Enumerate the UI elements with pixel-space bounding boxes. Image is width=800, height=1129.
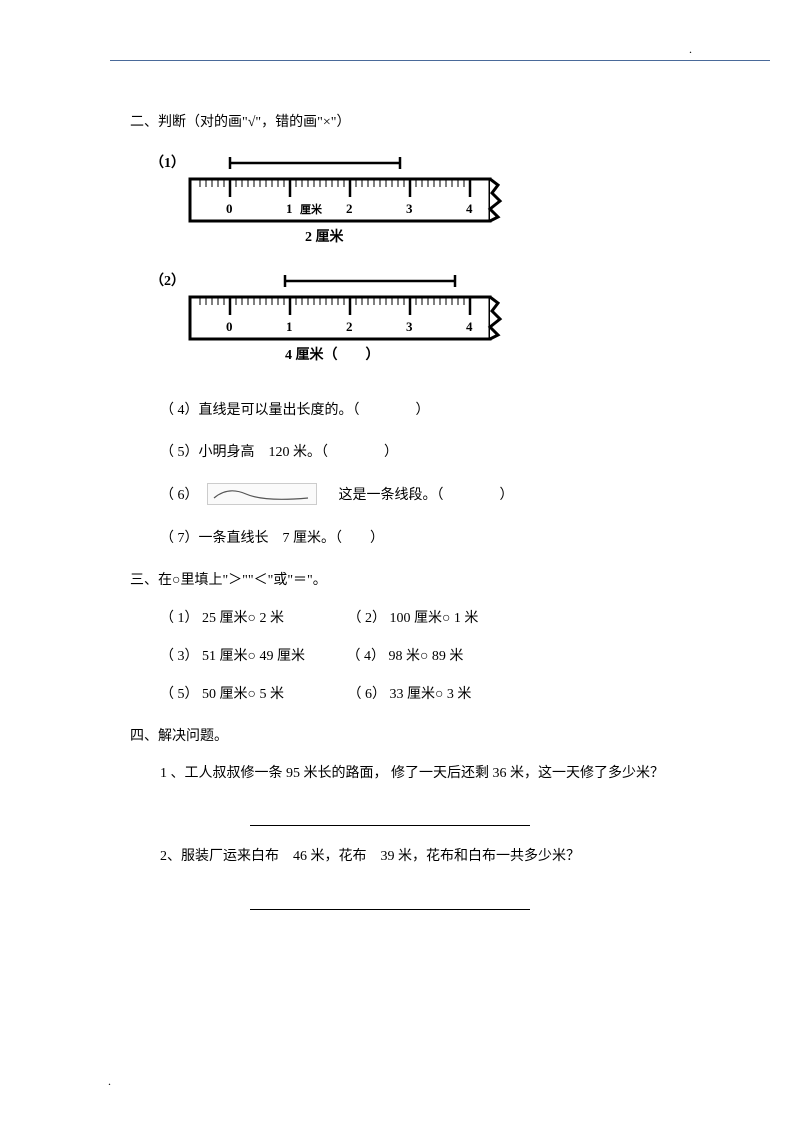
ruler-1-svg: （1）: [140, 149, 510, 259]
corner-dot-tr: .: [689, 42, 692, 57]
svg-text:1: 1: [286, 201, 293, 216]
answer-line-2: [250, 909, 530, 910]
ruler2-num: （2）: [150, 273, 185, 289]
compare-row-1: （ 1） 25 厘米○ 2 米 （ 2） 100 厘米○ 1 米: [160, 607, 690, 627]
svg-text:4: 4: [466, 201, 473, 216]
corner-dot-bl: .: [108, 1074, 111, 1089]
ruler2-caption: 4 厘米（ ）: [285, 346, 380, 363]
compare-4: （ 4） 98 米○ 89 米: [346, 645, 463, 665]
q6-prefix: （ 6）: [160, 484, 199, 504]
section-2-title: 二、判断（对的画"√"，错的画"×"）: [130, 111, 690, 131]
compare-3: （ 3） 51 厘米○ 49 厘米: [160, 649, 305, 664]
svg-text:厘米: 厘米: [300, 202, 323, 216]
compare-row-3: （ 5） 50 厘米○ 5 米 （ 6） 33 厘米○ 3 米: [160, 683, 690, 703]
ruler1-caption: 2 厘米: [305, 228, 344, 245]
compare-1: （ 1） 25 厘米○ 2 米: [160, 611, 284, 626]
answer-line-1: [250, 825, 530, 826]
svg-text:0: 0: [226, 319, 233, 334]
question-6: （ 6） 这是一条线段。（ ）: [160, 483, 690, 505]
curve-figure: [207, 483, 317, 505]
svg-text:2: 2: [346, 319, 353, 334]
compare-6: （ 6） 33 厘米○ 3 米: [347, 683, 471, 703]
question-7: （ 7）一条直线长 7 厘米。（ ）: [160, 527, 690, 547]
compare-row-2: （ 3） 51 厘米○ 49 厘米 （ 4） 98 米○ 89 米: [160, 645, 690, 665]
question-4: （ 4）直线是可以量出长度的。（ ）: [160, 399, 690, 419]
svg-text:4: 4: [466, 319, 473, 334]
svg-text:1: 1: [286, 319, 293, 334]
svg-text:2: 2: [346, 201, 353, 216]
question-5: （ 5）小明身高 120 米。（ ）: [160, 441, 690, 461]
ruler-figure-2: （2）: [140, 267, 690, 377]
compare-2: （ 2） 100 厘米○ 1 米: [347, 607, 478, 627]
svg-text:3: 3: [406, 201, 413, 216]
problem-1: 1 、工人叔叔修一条 95 米长的路面， 修了一天后还剩 36 米，这一天修了多…: [160, 763, 690, 785]
top-horizontal-rule: [110, 60, 770, 61]
ruler-figure-1: （1）: [140, 149, 690, 259]
ruler1-num: （1）: [150, 155, 185, 171]
q6-suffix: 这是一条线段。（ ）: [325, 484, 514, 504]
svg-text:0: 0: [226, 201, 233, 216]
ruler-2-svg: （2）: [140, 267, 510, 377]
section-3-title: 三、在○里填上"＞""＜"或"＝"。: [130, 569, 690, 589]
compare-5: （ 5） 50 厘米○ 5 米: [160, 687, 284, 702]
section-4-title: 四、解决问题。: [130, 725, 690, 745]
svg-text:3: 3: [406, 319, 413, 334]
page-content: 二、判断（对的画"√"，错的画"×"） （1）: [0, 0, 800, 970]
problem-2: 2、服装厂运来白布 46 米，花布 39 米，花布和白布一共多少米？: [160, 846, 690, 868]
